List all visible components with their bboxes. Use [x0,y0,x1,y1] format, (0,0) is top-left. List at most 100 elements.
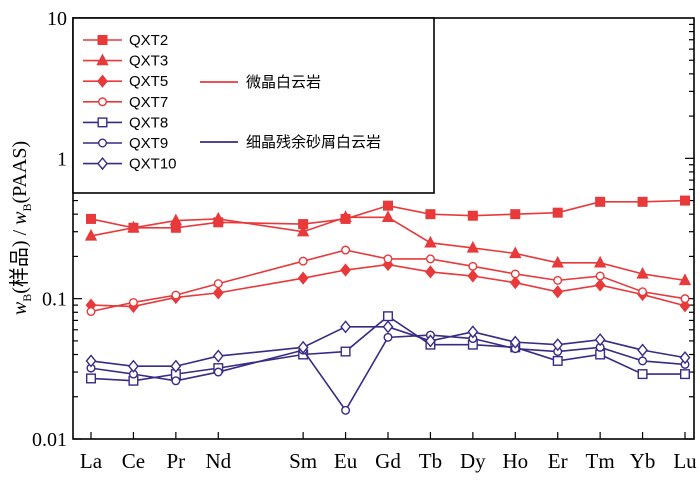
data-point [425,334,436,348]
series-line [90,263,686,308]
legend: QXT2 QXT3 QXT5 QXT7 QXT8 QXT9 QXT10 微晶白云岩细晶残余砂… [72,17,435,194]
group-legend-label: 细晶残余砂屑白云岩 [246,133,381,151]
legend-box [72,17,435,194]
data-point [679,299,691,313]
data-point [383,332,393,342]
data-point [296,224,310,237]
legend-entry: QXT2 [83,32,168,49]
data-point [212,286,224,300]
series-layer [84,195,692,415]
data-point [552,285,564,299]
data-point [468,261,478,271]
data-point [595,271,605,281]
data-point [509,335,521,349]
legend-marker [97,35,108,46]
legend-marker [97,156,108,171]
series-qxt2 [85,195,691,233]
data-point [340,320,351,334]
data-point [679,351,691,365]
data-point [169,213,183,226]
group-legend-entry: 细晶残余砂屑白云岩 [200,133,381,151]
data-point [86,307,96,317]
data-point [85,213,96,224]
data-point [467,325,479,339]
data-point [638,356,648,366]
data-point [128,297,138,307]
data-point [593,255,607,268]
x-tick-labels: La Ce Pr Nd Sm Eu Gd Tb Dy Ho Er Tm Yb Lu [80,449,697,473]
data-point [680,294,690,304]
data-point [170,359,182,373]
data-point [595,196,606,207]
data-point [551,255,564,268]
data-point [213,367,223,377]
data-point [466,240,480,253]
y-tick-label: 0.1 [42,289,67,311]
x-tick-label: Yb [630,449,656,473]
data-point [212,211,225,224]
x-tick-label: Gd [375,449,401,473]
x-tick-label: Ce [122,449,145,473]
legend-label: QXT7 [129,94,168,111]
data-point [341,245,351,255]
data-point [425,254,435,264]
legend-marker [97,97,107,107]
data-point [467,210,478,221]
data-point [298,256,308,266]
legend-entry: QXT10 [83,156,177,173]
data-point [171,376,181,386]
x-tick-label: Dy [460,449,486,473]
legend-label: QXT3 [129,53,168,70]
series-qxt10 [85,320,691,373]
data-point [340,263,351,277]
y-tick-label: 10 [47,8,67,30]
y-tick-labels: 10 1 0.1 0.01 [32,8,67,451]
x-tick-label: Er [548,449,568,473]
series-line [90,326,686,368]
data-point [636,266,649,279]
data-point [383,311,394,322]
legend-label: QXT5 [129,73,168,90]
data-point [339,210,352,223]
data-point [171,290,181,300]
data-point [553,275,563,285]
series-qxt3 [84,210,692,286]
data-point [85,354,97,368]
data-point [297,271,309,285]
series-line [90,315,685,382]
data-point [637,196,648,207]
data-point [381,210,395,223]
data-point [509,276,521,290]
series-qxt7 [86,245,690,317]
x-tick-label: Ho [502,449,528,473]
legend-marker [97,138,107,148]
data-point [383,254,393,264]
data-point [297,340,309,354]
data-point [637,343,648,357]
x-tick-label: Tb [419,449,442,473]
y-tick-label: 0.01 [32,429,67,451]
data-point [638,287,648,297]
data-point [425,265,436,279]
data-point [84,228,98,241]
group-legend-label: 微晶白云岩 [246,73,321,91]
data-point [383,200,394,211]
data-point [340,346,351,357]
legend-entry: QXT5 [83,73,168,90]
data-point [425,209,436,220]
series-line [90,216,686,282]
group-legend-entry: 微晶白云岩 [200,73,321,91]
x-tick-label: Nd [205,449,231,473]
legend-label: QXT10 [129,156,177,173]
data-point [552,338,564,352]
data-point [680,369,691,380]
data-point [509,246,522,259]
x-tick-label: Lu [673,449,697,473]
data-point [552,207,563,218]
legend-label: QXT2 [129,32,168,49]
legend-marker [97,117,108,128]
data-point [128,359,139,373]
data-point [510,209,521,220]
x-tick-label: Pr [167,449,186,473]
